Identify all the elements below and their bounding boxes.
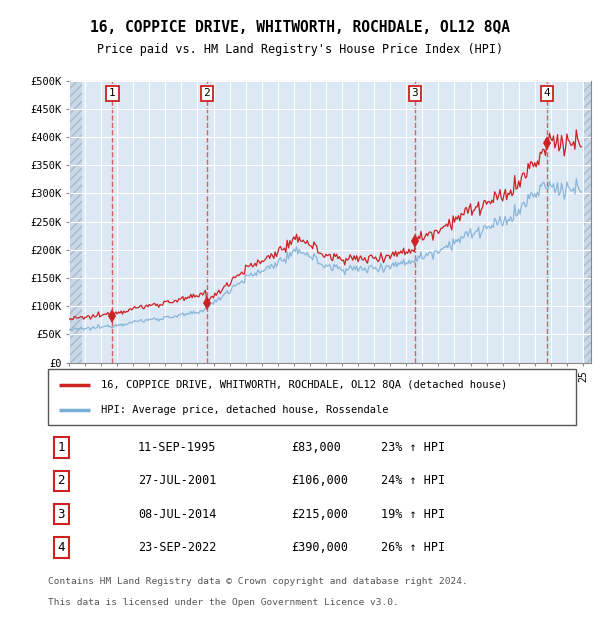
Text: £215,000: £215,000: [291, 508, 348, 521]
Text: 26% ↑ HPI: 26% ↑ HPI: [380, 541, 445, 554]
Text: £106,000: £106,000: [291, 474, 348, 487]
Text: £83,000: £83,000: [291, 441, 341, 454]
Text: 4: 4: [544, 88, 550, 99]
Text: 1: 1: [109, 88, 116, 99]
Text: 16, COPPICE DRIVE, WHITWORTH, ROCHDALE, OL12 8QA (detached house): 16, COPPICE DRIVE, WHITWORTH, ROCHDALE, …: [101, 379, 507, 389]
Text: Price paid vs. HM Land Registry's House Price Index (HPI): Price paid vs. HM Land Registry's House …: [97, 43, 503, 56]
FancyBboxPatch shape: [48, 369, 576, 425]
Bar: [69, 81, 82, 363]
Text: £390,000: £390,000: [291, 541, 348, 554]
Text: 11-SEP-1995: 11-SEP-1995: [138, 441, 216, 454]
Text: 2: 2: [58, 474, 65, 487]
Text: This data is licensed under the Open Government Licence v3.0.: This data is licensed under the Open Gov…: [48, 598, 399, 607]
Text: 3: 3: [412, 88, 418, 99]
Text: 4: 4: [58, 541, 65, 554]
Text: 23-SEP-2022: 23-SEP-2022: [138, 541, 216, 554]
Text: Contains HM Land Registry data © Crown copyright and database right 2024.: Contains HM Land Registry data © Crown c…: [48, 577, 468, 586]
Bar: [583, 81, 591, 363]
Text: 08-JUL-2014: 08-JUL-2014: [138, 508, 216, 521]
Text: 16, COPPICE DRIVE, WHITWORTH, ROCHDALE, OL12 8QA: 16, COPPICE DRIVE, WHITWORTH, ROCHDALE, …: [90, 20, 510, 35]
Text: 23% ↑ HPI: 23% ↑ HPI: [380, 441, 445, 454]
Text: 1: 1: [58, 441, 65, 454]
Text: 3: 3: [58, 508, 65, 521]
Text: 27-JUL-2001: 27-JUL-2001: [138, 474, 216, 487]
Text: 2: 2: [203, 88, 210, 99]
Text: 24% ↑ HPI: 24% ↑ HPI: [380, 474, 445, 487]
Text: 19% ↑ HPI: 19% ↑ HPI: [380, 508, 445, 521]
Bar: [583, 81, 591, 363]
Text: HPI: Average price, detached house, Rossendale: HPI: Average price, detached house, Ross…: [101, 405, 388, 415]
Bar: [69, 81, 82, 363]
